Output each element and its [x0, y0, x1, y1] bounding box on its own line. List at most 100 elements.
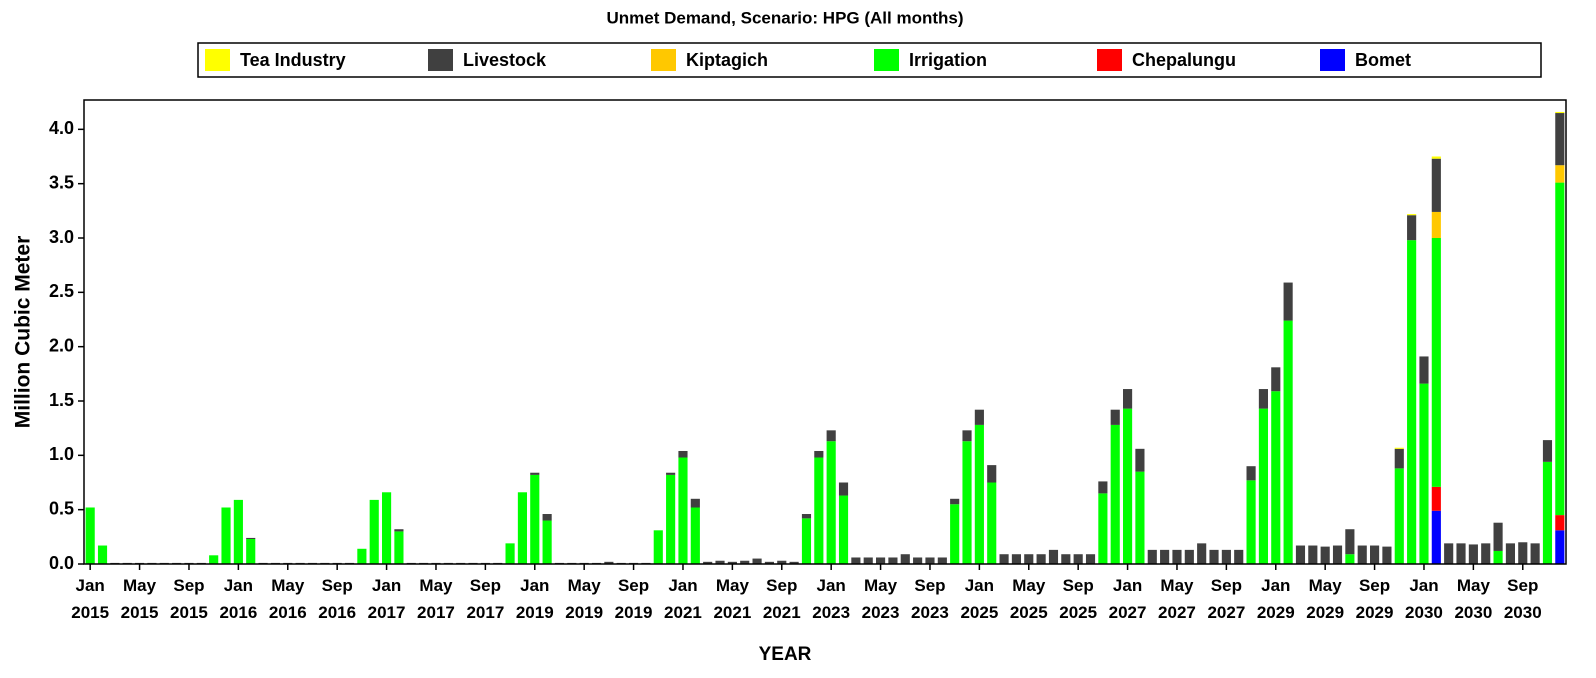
y-tick-label: 3.5 — [49, 172, 74, 192]
bar-segment — [1246, 466, 1256, 481]
bar-segment — [1332, 545, 1343, 564]
bar-segment — [1345, 529, 1355, 555]
y-tick-label: 3.0 — [49, 227, 74, 247]
x-axis-title: YEAR — [759, 644, 812, 665]
legend-label: Kiptagich — [686, 50, 768, 70]
legend-label: Livestock — [463, 50, 547, 70]
x-tick-label: Sep 2016 — [318, 576, 357, 622]
bar-segment — [1271, 391, 1281, 564]
bar-segment — [678, 457, 688, 564]
bar-segment — [1036, 554, 1046, 564]
bar-segment — [826, 430, 836, 442]
bar-segment — [1431, 158, 1441, 212]
bar-segment — [1468, 544, 1478, 564]
x-tick-label: Jan 2023 — [812, 576, 851, 622]
bar-segment — [1542, 440, 1553, 462]
plot-frame — [83, 99, 1567, 565]
bar-segment — [801, 518, 812, 564]
bar-segment — [1160, 549, 1170, 564]
legend-swatch — [874, 49, 899, 71]
bar-segment — [814, 450, 824, 458]
bar-segment — [752, 558, 762, 564]
bar-segment — [1098, 493, 1108, 564]
x-tick-label: Jan 2025 — [960, 576, 999, 622]
bar-segment — [1555, 530, 1565, 564]
bar-segment — [1493, 550, 1503, 564]
bar-segment — [382, 492, 392, 564]
x-tick-label: Sep 2021 — [762, 576, 801, 622]
legend-swatch — [1097, 49, 1122, 71]
y-tick-label: 2.0 — [49, 335, 74, 355]
x-tick-label: Jan 2015 — [71, 576, 110, 622]
bar-segment — [1394, 468, 1404, 564]
bar-segment — [962, 430, 972, 442]
bar-segment — [1505, 543, 1515, 564]
bar-segment — [876, 557, 886, 564]
bar-segment — [1320, 546, 1330, 564]
bar-segment — [1345, 554, 1355, 564]
x-tick-label: May 2021 — [713, 576, 752, 622]
bar-segment — [690, 507, 700, 564]
bar-segment — [1085, 554, 1096, 564]
bar-segment — [1357, 545, 1367, 564]
bar-segment — [1221, 549, 1231, 564]
bar-segment — [1431, 156, 1441, 159]
bar-segment — [1419, 383, 1429, 564]
x-tick-label: May 2019 — [565, 576, 604, 622]
bar-segment — [987, 465, 997, 483]
bar-segment — [826, 441, 836, 564]
bar-segment — [777, 560, 787, 564]
x-tick-label: May 2015 — [120, 576, 159, 622]
y-tick-label: 1.0 — [49, 444, 74, 464]
bar-segment — [1555, 111, 1565, 114]
x-tick-label: Jan 2016 — [219, 576, 258, 622]
bar-segment — [1431, 238, 1441, 487]
bar-segment — [838, 495, 849, 564]
legend-swatch — [1320, 49, 1345, 71]
bar-segment — [85, 507, 95, 564]
chart-title: Unmet Demand, Scenario: HPG (All months) — [606, 8, 963, 27]
bar-segment — [1530, 543, 1540, 564]
bar-segment — [814, 457, 824, 564]
bar-segment — [1456, 543, 1466, 564]
x-tick-label: Sep 2029 — [1355, 576, 1394, 622]
bar-segment — [1061, 554, 1071, 564]
bar-segment — [1123, 389, 1133, 409]
x-tick-label: Sep 2027 — [1207, 576, 1246, 622]
bar-segment — [1444, 543, 1454, 564]
bar-segment — [1481, 543, 1491, 564]
bar-segment — [505, 543, 515, 564]
bar-segment — [1555, 515, 1565, 531]
x-tick-label: Jan 2030 — [1405, 576, 1443, 622]
bar-segment — [666, 472, 676, 475]
bar-segment — [1073, 554, 1083, 564]
y-tick-label: 0.0 — [49, 553, 74, 573]
bar-segment — [1431, 211, 1441, 239]
bar-segment — [1542, 461, 1553, 564]
legend-label: Bomet — [1355, 50, 1411, 70]
x-tick-label: Sep 2019 — [614, 576, 653, 622]
bar-segment — [394, 531, 404, 564]
bar-segment — [357, 548, 367, 564]
legend-label: Chepalungu — [1132, 50, 1236, 70]
bar-segment — [1431, 486, 1441, 511]
y-tick-label: 0.5 — [49, 498, 74, 518]
bar-segment — [851, 557, 861, 564]
bar-segment — [678, 450, 688, 458]
bar-segment — [1184, 549, 1194, 564]
bar-segment — [950, 504, 960, 564]
bar-segment — [246, 537, 256, 540]
bar-segment — [604, 561, 614, 564]
y-axis-title: Million Cubic Meter — [12, 236, 35, 429]
bar-segment — [97, 545, 108, 564]
bar-segment — [1283, 320, 1293, 564]
bar-segment — [1283, 282, 1293, 321]
bar-segment — [1431, 510, 1441, 564]
bar-segment — [950, 498, 960, 505]
bar-segment — [1407, 214, 1417, 216]
bar-segment — [1555, 165, 1565, 183]
bar-segment — [517, 492, 527, 564]
bar-segment — [1407, 240, 1417, 564]
x-tick-label: May 2030 — [1454, 576, 1493, 622]
